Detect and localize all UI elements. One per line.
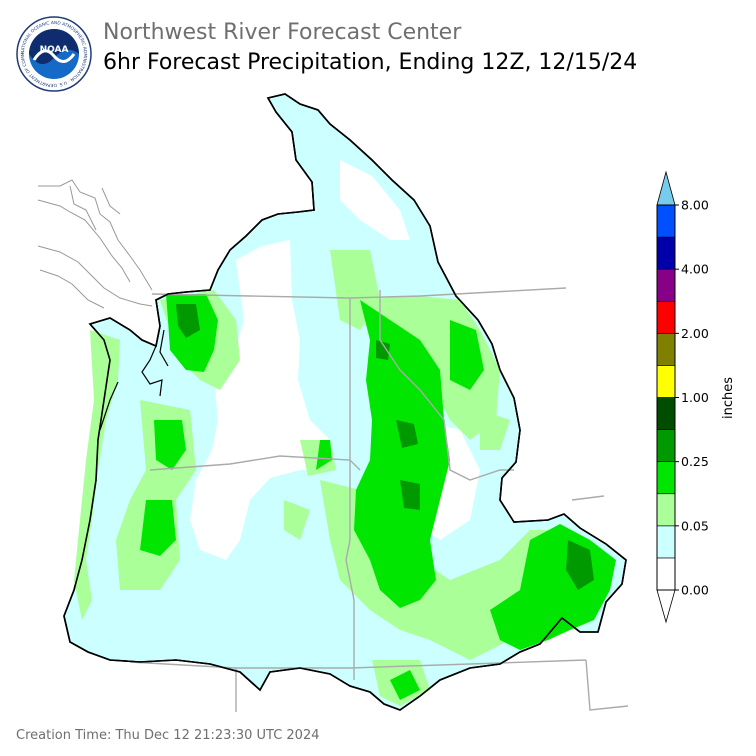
dark-green-areas <box>176 304 594 590</box>
legend-overflow-arrow <box>656 170 676 206</box>
creation-time: Creation Time: Thu Dec 12 21:23:30 UTC 2… <box>16 728 320 743</box>
org-title: Northwest River Forecast Center <box>103 20 462 45</box>
legend-swatch <box>656 461 676 495</box>
legend-swatch <box>656 557 676 591</box>
noaa-logo: NATIONAL OCEANIC AND ATMOSPHERIC ADMINIS… <box>16 16 92 92</box>
legend-swatch <box>656 204 676 238</box>
legend-swatch <box>656 493 676 527</box>
legend-underflow-arrow <box>656 589 676 624</box>
basin-outline <box>63 93 627 711</box>
legend-swatch <box>656 300 676 334</box>
legend-tick-label: 8.00 <box>681 198 709 213</box>
precipitation-map <box>37 93 629 712</box>
logo-text: NOAA <box>40 45 69 55</box>
legend-swatch <box>656 365 676 398</box>
legend-tick-label: 2.00 <box>681 326 709 341</box>
legend-tick-label: 0.00 <box>681 583 709 598</box>
legend-swatch <box>656 397 676 430</box>
legend-swatch <box>656 236 676 270</box>
legend-swatch <box>656 429 676 462</box>
legend-tick-label: 0.05 <box>681 518 709 533</box>
legend-unit-label: inches <box>721 377 736 419</box>
legend-swatch <box>656 268 676 302</box>
legend-swatch <box>656 525 676 559</box>
state-borders <box>129 287 629 712</box>
legend-tick-label: 1.00 <box>681 390 709 405</box>
map-title: 6hr Forecast Precipitation, Ending 12Z, … <box>103 50 638 75</box>
legend-tick-label: 4.00 <box>681 262 709 277</box>
legend-swatch <box>656 333 676 366</box>
coastline <box>37 179 153 309</box>
legend-tick-label: 0.25 <box>681 454 709 469</box>
colorbar-legend: 0.00 0.05 0.25 1.00 2.00 4.00 8.00 inches <box>656 170 736 624</box>
dry-area <box>190 240 330 560</box>
puget-sound <box>99 329 169 431</box>
